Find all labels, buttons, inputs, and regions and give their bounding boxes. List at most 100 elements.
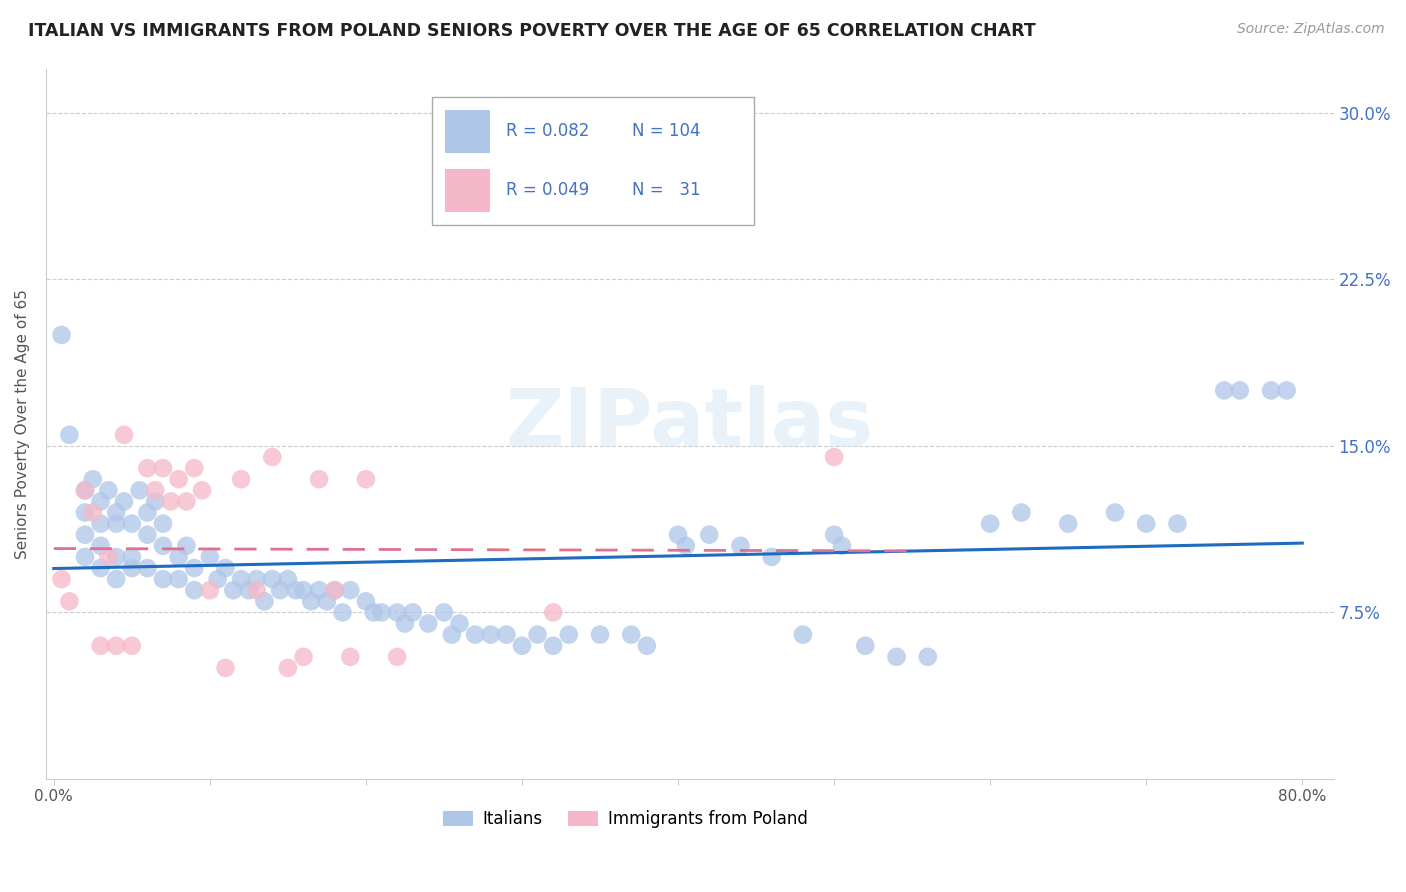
- Point: [136, 461, 159, 475]
- Point: [167, 572, 190, 586]
- Point: [112, 494, 135, 508]
- Point: [761, 549, 783, 564]
- Point: [73, 506, 96, 520]
- Point: [385, 606, 408, 620]
- Point: [58, 594, 80, 608]
- Point: [433, 606, 456, 620]
- Point: [823, 450, 845, 464]
- Point: [198, 583, 221, 598]
- Point: [136, 561, 159, 575]
- Point: [853, 639, 876, 653]
- Point: [167, 549, 190, 564]
- Point: [354, 472, 377, 486]
- Point: [370, 606, 392, 620]
- Point: [90, 494, 112, 508]
- Point: [620, 627, 643, 641]
- Point: [51, 327, 73, 342]
- Point: [675, 539, 697, 553]
- Point: [831, 539, 853, 553]
- Point: [730, 539, 752, 553]
- Point: [73, 483, 96, 498]
- Point: [58, 427, 80, 442]
- Point: [90, 561, 112, 575]
- Point: [159, 494, 181, 508]
- Point: [97, 549, 120, 564]
- Point: [253, 594, 276, 608]
- Point: [979, 516, 1001, 531]
- Point: [262, 572, 284, 586]
- Point: [246, 583, 269, 598]
- Point: [90, 639, 112, 653]
- Point: [176, 539, 198, 553]
- Point: [479, 627, 502, 641]
- Point: [97, 483, 120, 498]
- Point: [152, 539, 174, 553]
- Point: [214, 561, 236, 575]
- Point: [440, 627, 463, 641]
- Point: [541, 639, 564, 653]
- Point: [1104, 506, 1126, 520]
- Point: [1010, 506, 1032, 520]
- Text: ITALIAN VS IMMIGRANTS FROM POLAND SENIORS POVERTY OVER THE AGE OF 65 CORRELATION: ITALIAN VS IMMIGRANTS FROM POLAND SENIOR…: [28, 22, 1036, 40]
- Point: [792, 627, 814, 641]
- Point: [402, 606, 425, 620]
- Point: [152, 516, 174, 531]
- Point: [183, 583, 205, 598]
- Point: [167, 472, 190, 486]
- Point: [121, 549, 143, 564]
- Point: [666, 527, 689, 541]
- Point: [394, 616, 416, 631]
- Point: [339, 583, 361, 598]
- Point: [510, 639, 533, 653]
- Point: [152, 461, 174, 475]
- Point: [315, 594, 337, 608]
- Point: [308, 583, 330, 598]
- Point: [183, 461, 205, 475]
- Point: [363, 606, 385, 620]
- Point: [183, 561, 205, 575]
- Point: [90, 516, 112, 531]
- Point: [82, 472, 104, 486]
- Point: [82, 506, 104, 520]
- Point: [1260, 384, 1282, 398]
- Point: [308, 472, 330, 486]
- Point: [886, 649, 908, 664]
- Point: [277, 661, 299, 675]
- Legend: Italians, Immigrants from Poland: Italians, Immigrants from Poland: [436, 803, 814, 835]
- Point: [105, 516, 128, 531]
- Point: [823, 527, 845, 541]
- Point: [198, 549, 221, 564]
- Point: [176, 494, 198, 508]
- Point: [292, 583, 315, 598]
- Point: [191, 483, 214, 498]
- Point: [121, 561, 143, 575]
- Text: Source: ZipAtlas.com: Source: ZipAtlas.com: [1237, 22, 1385, 37]
- Point: [214, 661, 236, 675]
- Point: [246, 572, 269, 586]
- Point: [449, 616, 471, 631]
- Point: [299, 594, 322, 608]
- Point: [207, 572, 229, 586]
- Point: [152, 572, 174, 586]
- Point: [495, 627, 517, 641]
- Point: [323, 583, 346, 598]
- Point: [105, 506, 128, 520]
- Point: [51, 572, 73, 586]
- Point: [697, 527, 720, 541]
- Point: [229, 472, 252, 486]
- Point: [418, 616, 440, 631]
- Point: [143, 483, 166, 498]
- Text: ZIPatlas: ZIPatlas: [506, 384, 875, 463]
- Point: [526, 627, 548, 641]
- Point: [105, 639, 128, 653]
- Point: [262, 450, 284, 464]
- Point: [238, 583, 260, 598]
- Y-axis label: Seniors Poverty Over the Age of 65: Seniors Poverty Over the Age of 65: [15, 289, 30, 558]
- Point: [558, 627, 581, 641]
- Point: [292, 649, 315, 664]
- Point: [121, 516, 143, 531]
- Point: [143, 494, 166, 508]
- Point: [332, 606, 354, 620]
- Point: [541, 606, 564, 620]
- Point: [269, 583, 291, 598]
